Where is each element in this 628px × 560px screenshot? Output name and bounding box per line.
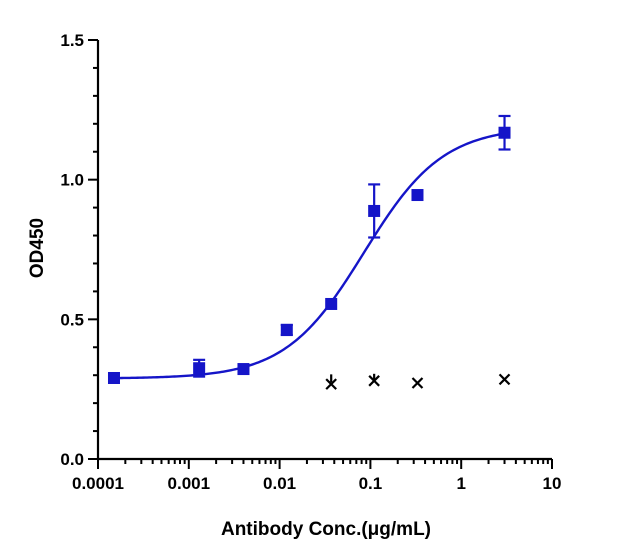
control-point	[411, 377, 424, 389]
control-point	[368, 375, 380, 387]
x-axis-title: Antibody Conc.(μg/mL)	[221, 519, 431, 540]
y-tick-label: 0.0	[60, 450, 84, 469]
data-point	[325, 297, 338, 310]
data-point	[107, 371, 120, 384]
axes: 0.0001 0.001 0.01 0.1 1 10 0.0 0.5 1.0 1.5	[60, 31, 561, 493]
control-point	[325, 378, 337, 390]
y-tick-label: 1.5	[60, 31, 84, 50]
x-tick-label: 1	[456, 474, 465, 493]
x-tick-label: 0.1	[359, 474, 383, 493]
x-tick-label: 0.0001	[72, 474, 124, 493]
data-points-layer	[107, 114, 511, 390]
data-point	[498, 126, 511, 139]
y-axis-title: OD450	[27, 218, 48, 278]
fit-curve	[113, 132, 505, 380]
data-point	[368, 204, 381, 217]
data-point	[280, 323, 293, 336]
data-point	[193, 362, 206, 375]
data-point	[411, 189, 424, 202]
x-tick-label: 10	[543, 474, 562, 493]
x-tick-label: 0.01	[263, 474, 296, 493]
data-point	[237, 363, 250, 376]
fit-curve-layer	[113, 132, 505, 380]
y-tick-label: 0.5	[60, 310, 84, 329]
x-tick-label: 0.001	[168, 474, 211, 493]
control-point	[498, 373, 511, 386]
y-tick-label: 1.0	[60, 171, 84, 190]
